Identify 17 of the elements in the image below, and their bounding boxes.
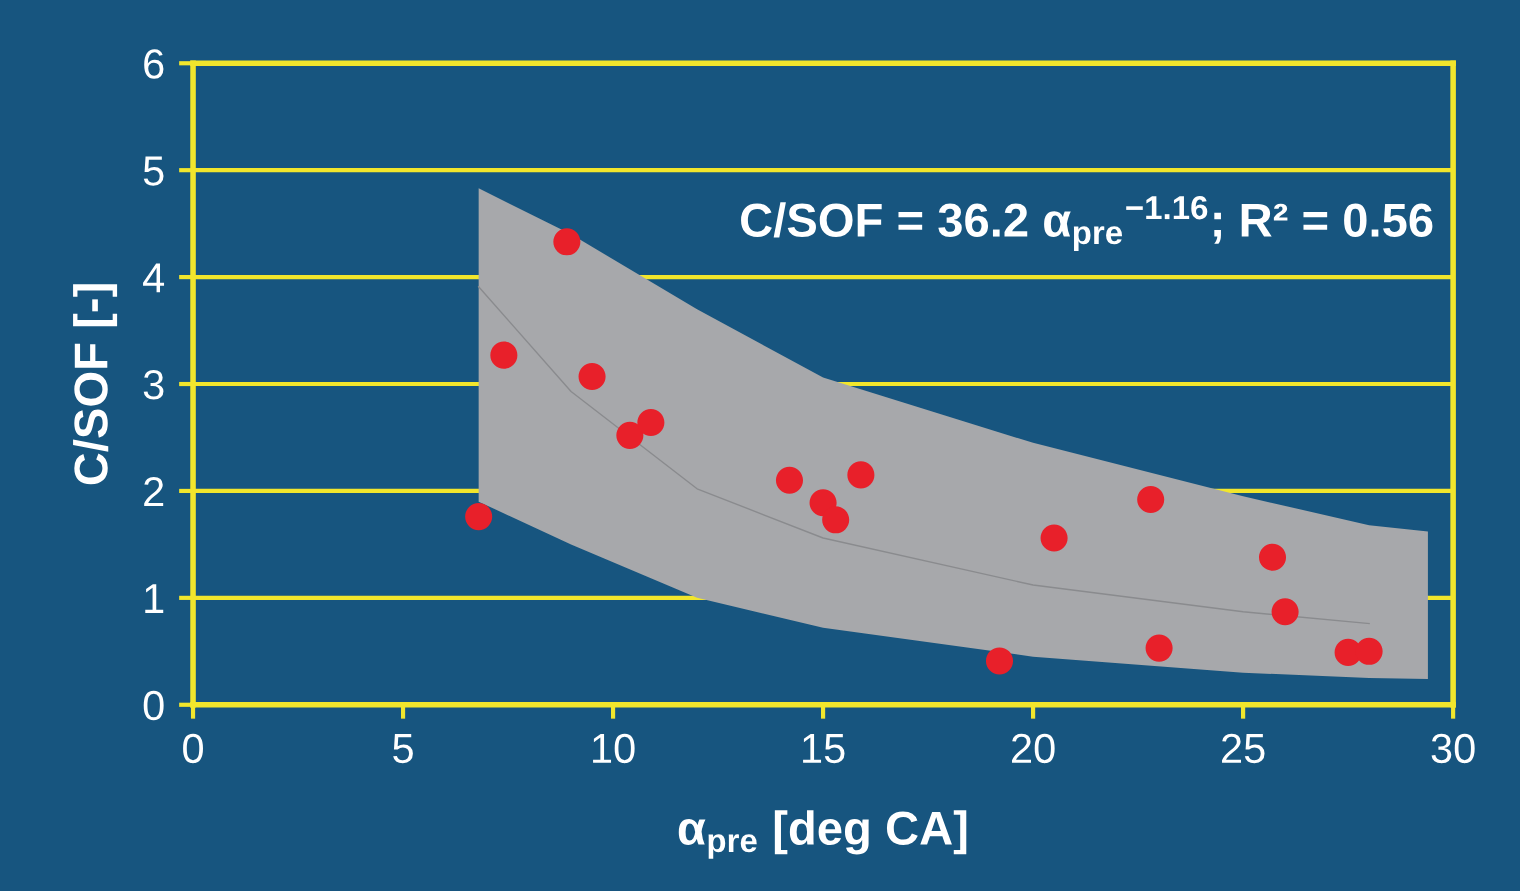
y-tick-label: 2: [144, 476, 164, 507]
x-tick-label: 25: [1222, 733, 1265, 764]
x-tick-label: 30: [1431, 733, 1475, 764]
x-tick-label: 15: [803, 734, 845, 764]
y-tick-label: 1: [145, 584, 164, 613]
y-tick-label: 3: [143, 370, 164, 400]
y-tick-label: 4: [143, 263, 165, 293]
x-tick-label: 5: [393, 734, 413, 764]
x-tick-label: 0: [183, 733, 203, 764]
y-tick-label: 6: [144, 49, 164, 79]
y-tick-label: 5: [143, 156, 164, 186]
y-axis-title: C/SOF [-]: [73, 284, 118, 485]
annotation: C/SOF = 36.2 α$_{pre}$$^{−1.16}$; R² = 0.56: [741, 196, 1433, 251]
x-axis-title: α$_{pre}$ [deg CA]: [678, 810, 967, 859]
y-tick-label: 0: [143, 690, 164, 721]
x-tick-label: 10: [593, 733, 635, 764]
x-tick-label: 20: [1012, 733, 1055, 764]
